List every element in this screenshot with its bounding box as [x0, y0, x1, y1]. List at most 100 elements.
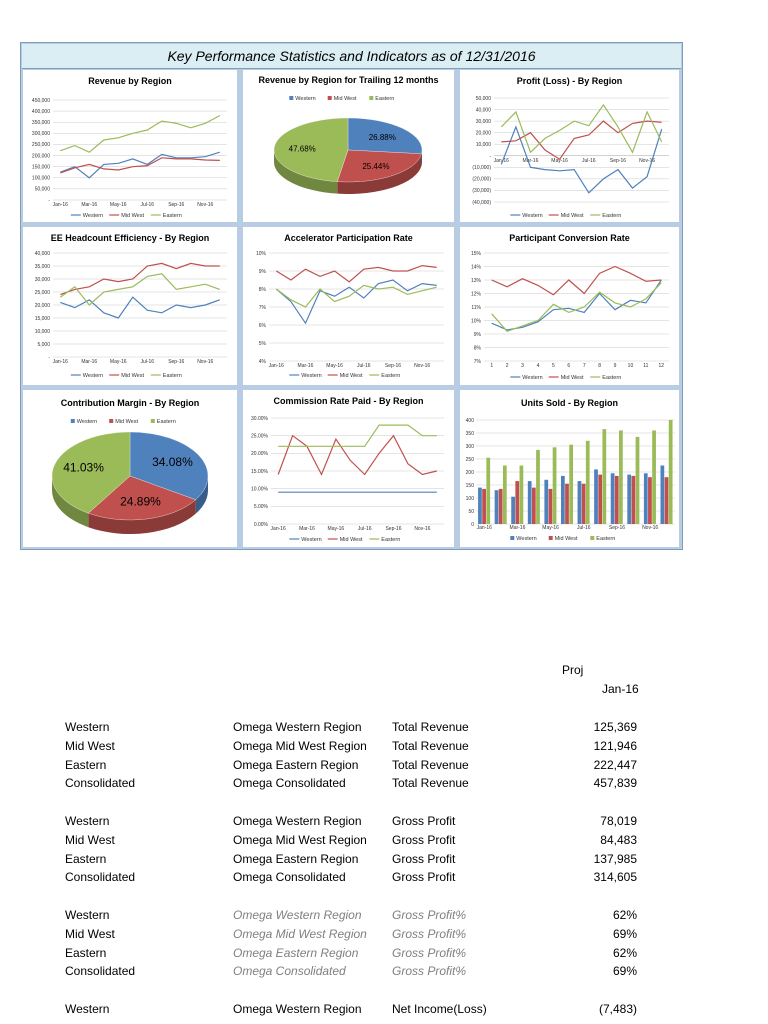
bar-western: [494, 490, 499, 524]
row-value: 137,985: [593, 851, 637, 866]
legend-label: Mid West: [340, 537, 363, 543]
legend-swatch-western: [289, 96, 294, 100]
y-tick-label: 30.00%: [251, 416, 269, 422]
x-tick-label: May-16: [551, 158, 568, 164]
pie-slice-western: [129, 431, 209, 500]
bar-mid-west: [631, 475, 636, 524]
series-line-eastern: [60, 115, 221, 153]
row-value: 121,946: [593, 738, 637, 753]
chart-svg-profit: Profit (Loss) - By Region 50,000 40,000 30,…: [472, 76, 669, 219]
bar-mid-west: [648, 477, 652, 524]
legend-label: Mid West: [121, 213, 144, 219]
y-tick-label: 400,000: [32, 109, 50, 115]
x-tick-label: 4: [537, 363, 540, 369]
chart-title: Participant Conversion Rate: [509, 233, 630, 243]
pie-slice-eastern: [51, 431, 131, 514]
bar-eastern: [536, 449, 540, 524]
series-line-western: [275, 279, 437, 325]
y-tick-label: 350,000: [32, 120, 50, 126]
row-entity: Omega Eastern Region: [233, 851, 359, 866]
y-tick-label: 15%: [471, 251, 482, 257]
y-tick-label: 15.00%: [251, 469, 269, 475]
row-metric: Net Income(Loss): [392, 1002, 487, 1016]
series-line-mid-west: [275, 264, 437, 283]
x-tick-label: 6: [567, 363, 570, 369]
y-tick-label: 150: [466, 483, 475, 489]
y-tick-label: 50: [468, 509, 474, 515]
y-tick-label: 11%: [471, 305, 481, 311]
y-tick-label: 8%: [474, 345, 482, 351]
row-value: 78,019: [600, 814, 637, 828]
y-tick-label: 450,000: [32, 98, 50, 104]
legend-label: Eastern: [163, 213, 182, 219]
chart-title: Units Sold - By Region: [521, 398, 618, 408]
bar-western: [660, 465, 665, 524]
row-metric: Total Revenue: [392, 757, 469, 772]
row-value: 62%: [612, 945, 637, 960]
legend-label: Mid West: [555, 536, 578, 542]
pie-slice-mid-west: [88, 475, 196, 521]
series-line-western: [491, 279, 662, 331]
bar-mid-west: [614, 475, 619, 524]
bar-eastern: [552, 447, 557, 524]
legend-swatch-eastern: [590, 536, 595, 540]
chart-svg-conversion: Participant Conversion Rate 15% 14% 13% 12% 1…: [471, 233, 669, 381]
row-entity: Omega Consolidated: [233, 870, 346, 885]
bar-eastern: [602, 429, 607, 524]
pie-data-label: 41.03%: [63, 460, 104, 474]
chart-panel-headcount: EE Headcount Efficiency - By Region 40,00…: [23, 227, 237, 385]
row-region: Eastern: [65, 757, 107, 772]
y-tick-label: -: [48, 198, 50, 204]
pie-data-label: 25.44%: [362, 162, 389, 171]
row-entity: Omega Western Region: [233, 720, 362, 734]
bar-western: [560, 475, 565, 524]
bar-eastern: [519, 465, 524, 524]
pie-data-label: 26.88%: [369, 133, 396, 142]
x-tick-label: Sep-16: [168, 202, 184, 208]
bar-eastern: [585, 440, 590, 524]
x-tick-label: Nov-16: [197, 202, 213, 208]
chart-svg-units: Units Sold - By Region 400 350 300 250 200 150…: [466, 398, 675, 542]
y-tick-label: 25.00%: [251, 433, 269, 439]
x-tick-label: Jan-16: [53, 202, 69, 208]
legend-label: Mid West: [334, 96, 357, 102]
row-region: Western: [65, 908, 110, 922]
row-region: Eastern: [65, 945, 107, 960]
bar-mid-west: [498, 488, 503, 524]
legend-label: Western: [522, 375, 542, 381]
bar-western: [643, 473, 648, 524]
y-tick-label: 20.00%: [251, 451, 269, 457]
x-tick-label: Sep-16: [609, 525, 625, 531]
row-value: 69%: [612, 926, 637, 941]
chart-panel-units: Units Sold - By Region 400 350 300 250 200 150…: [460, 390, 679, 547]
x-tick-label: Jan-16: [53, 359, 69, 365]
series-line-eastern: [500, 103, 663, 154]
chart-svg-commission: Commission Rate Paid - By Region 30.00% 25…: [251, 396, 444, 543]
legend-label: Eastern: [381, 537, 400, 543]
legend-label: Eastern: [381, 373, 400, 379]
x-tick-label: Jul-16: [358, 526, 372, 532]
legend-label: Western: [516, 536, 536, 542]
y-tick-label: (40,000): [472, 200, 491, 206]
chart-panel-revenue: Revenue by Region 450,000 400,000 350,000 30…: [23, 70, 237, 222]
kpi-dashboard: Key Performance Statistics and Indicator…: [20, 42, 683, 550]
row-entity: Omega Eastern Region: [233, 945, 359, 960]
x-tick-label: Jan-16: [271, 526, 287, 532]
bar-eastern: [502, 465, 507, 524]
bar-mid-west: [548, 488, 553, 524]
chart-title: Contribution Margin - By Region: [61, 398, 200, 408]
legend-label: Mid West: [561, 213, 584, 219]
bar-western: [610, 473, 615, 524]
row-value: 125,369: [593, 720, 637, 734]
x-tick-label: Jul-16: [582, 158, 596, 164]
pie-data-label: 34.08%: [152, 455, 193, 469]
row-entity: Omega Consolidated: [233, 776, 346, 791]
bar-mid-west: [581, 483, 586, 524]
bar-western: [511, 496, 515, 524]
y-tick-label: 13%: [471, 278, 482, 284]
bar-western: [594, 469, 598, 524]
y-tick-label: 350: [466, 431, 475, 437]
y-tick-label: 50,000: [35, 187, 51, 193]
y-tick-label: 15,000: [35, 316, 51, 322]
